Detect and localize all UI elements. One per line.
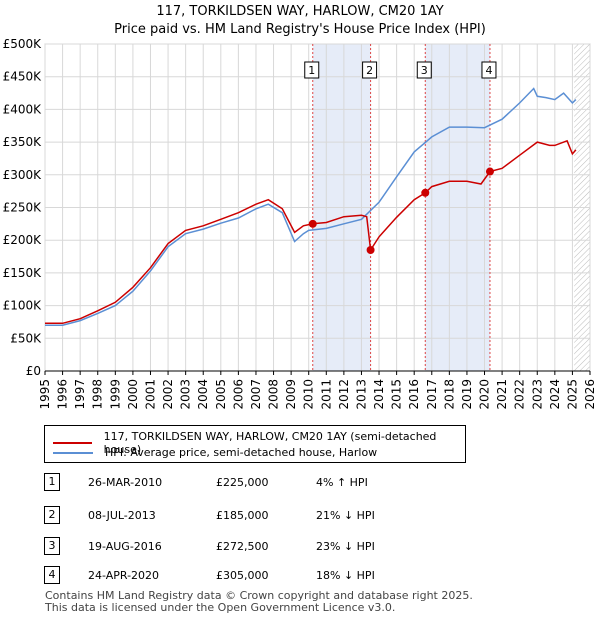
x-tick-label: 2002 [161, 379, 175, 410]
transaction-point [308, 219, 317, 228]
x-tick-label: 2006 [231, 379, 245, 410]
x-tick-label: 2010 [302, 379, 316, 410]
x-tick-label: 1998 [91, 379, 105, 410]
x-tick-label: 2024 [548, 379, 562, 410]
x-tick-label: 2014 [372, 379, 386, 410]
legend-swatch-hpi [53, 451, 93, 454]
transaction-label-box [481, 61, 497, 79]
x-tick-label: 2023 [530, 379, 544, 410]
transaction-label: 4 [485, 64, 492, 77]
transaction-hpi-diff: 21% ↓ HPI [316, 509, 375, 522]
footer-copyright: Contains HM Land Registry data © Crown c… [45, 589, 473, 602]
transaction-price: £305,000 [216, 569, 269, 582]
transaction-date: 24-APR-2020 [88, 569, 160, 582]
x-tick-label: 2019 [460, 379, 474, 410]
x-tick-label: 2022 [513, 379, 527, 410]
x-tick-label: 2007 [249, 379, 263, 410]
transaction-hpi-diff: 18% ↓ HPI [316, 569, 375, 582]
y-tick-label: £100K [3, 299, 43, 313]
x-tick-label: 2009 [284, 379, 298, 410]
x-tick-label: 1995 [38, 379, 52, 410]
transaction-label-box [416, 61, 432, 79]
legend-swatch-property [53, 442, 92, 444]
x-tick-label: 2000 [126, 379, 140, 410]
transaction-row: 2 08-JUL-2013 £185,000 21% ↓ HPI [0, 506, 600, 526]
x-tick-label: 2011 [319, 379, 333, 410]
chart-title: 117, TORKILDSEN WAY, HARLOW, CM20 1AY [156, 4, 444, 19]
transaction-label-box [304, 61, 320, 79]
x-tick-label: 2026 [583, 379, 597, 410]
transaction-hpi-diff: 23% ↓ HPI [316, 540, 375, 553]
transaction-price: £272,500 [216, 540, 269, 553]
transaction-hpi-diff: 4% ↑ HPI [316, 476, 368, 489]
price-chart: £0 £50K £100K £150K £200K £250K £300K £350K £400… [3, 37, 597, 410]
transaction-number: 2 [44, 506, 60, 524]
y-tick-label: £150K [3, 266, 43, 280]
y-tick-label: £250K [3, 201, 43, 215]
x-tick-label: 2015 [390, 379, 404, 410]
chart-subtitle: Price paid vs. HM Land Registry's House … [114, 22, 486, 37]
x-tick-label: 1996 [56, 379, 70, 410]
transaction-point [485, 167, 494, 176]
series-line-hpi [45, 87, 577, 326]
transaction-label: 3 [421, 64, 428, 77]
transaction-price: £185,000 [216, 509, 269, 522]
transaction-label-box [362, 61, 378, 79]
x-tick-label: 2005 [214, 379, 228, 410]
x-tick-label: 2013 [354, 379, 368, 410]
transaction-label: 1 [308, 64, 315, 77]
transaction-date: 26-MAR-2010 [88, 476, 163, 489]
y-tick-label: £300K [3, 168, 43, 182]
x-tick-label: 2012 [337, 379, 351, 410]
x-tick-label: 2003 [179, 379, 193, 410]
x-tick-label: 2001 [143, 379, 157, 410]
y-tick-label: £200K [3, 233, 43, 247]
transaction-row: 1 26-MAR-2010 £225,000 4% ↑ HPI [0, 473, 600, 493]
legend-label-hpi: HPI: Average price, semi-detached house,… [105, 446, 378, 459]
x-tick-label: 2020 [478, 379, 492, 410]
y-tick-label: £50K [10, 331, 42, 345]
transaction-label: 2 [366, 64, 373, 77]
series-line-property [45, 139, 577, 325]
x-tick-label: 2008 [267, 379, 281, 410]
transaction-price: £225,000 [216, 476, 269, 489]
transaction-row: 4 24-APR-2020 £305,000 18% ↓ HPI [0, 566, 600, 586]
x-tick-label: 2017 [425, 379, 439, 410]
transaction-point [421, 188, 430, 197]
x-tick-label: 1997 [73, 379, 87, 410]
transaction-number: 1 [44, 473, 60, 491]
transaction-date: 08-JUL-2013 [88, 509, 156, 522]
transaction-number: 3 [44, 537, 60, 555]
legend-item-hpi: HPI: Average price, semi-detached house,… [53, 446, 377, 459]
transaction-date: 19-AUG-2016 [88, 540, 162, 553]
x-tick-label: 2021 [495, 379, 509, 410]
legend-item-property: 117, TORKILDSEN WAY, HARLOW, CM20 1AY (s… [53, 430, 465, 456]
transaction-row: 3 19-AUG-2016 £272,500 23% ↓ HPI [0, 537, 600, 557]
y-tick-label: £350K [3, 135, 43, 149]
footer-licence: This data is licensed under the Open Gov… [45, 601, 396, 614]
footer: Contains HM Land Registry data © Crown c… [45, 590, 473, 614]
y-tick-label: £450K [3, 70, 43, 84]
transaction-point [366, 246, 375, 255]
x-tick-label: 2018 [442, 379, 456, 410]
y-tick-label: £0 [26, 364, 41, 378]
x-tick-label: 2016 [407, 379, 421, 410]
legend-label-property: 117, TORKILDSEN WAY, HARLOW, CM20 1AY (s… [103, 430, 437, 456]
x-tick-label: 1999 [108, 379, 122, 410]
y-tick-label: £500K [3, 37, 43, 51]
x-tick-label: 2004 [196, 379, 210, 410]
transaction-number: 4 [44, 566, 60, 584]
y-tick-label: £400K [3, 102, 43, 116]
legend: 117, TORKILDSEN WAY, HARLOW, CM20 1AY (s… [44, 425, 466, 463]
x-tick-label: 2025 [565, 379, 579, 410]
